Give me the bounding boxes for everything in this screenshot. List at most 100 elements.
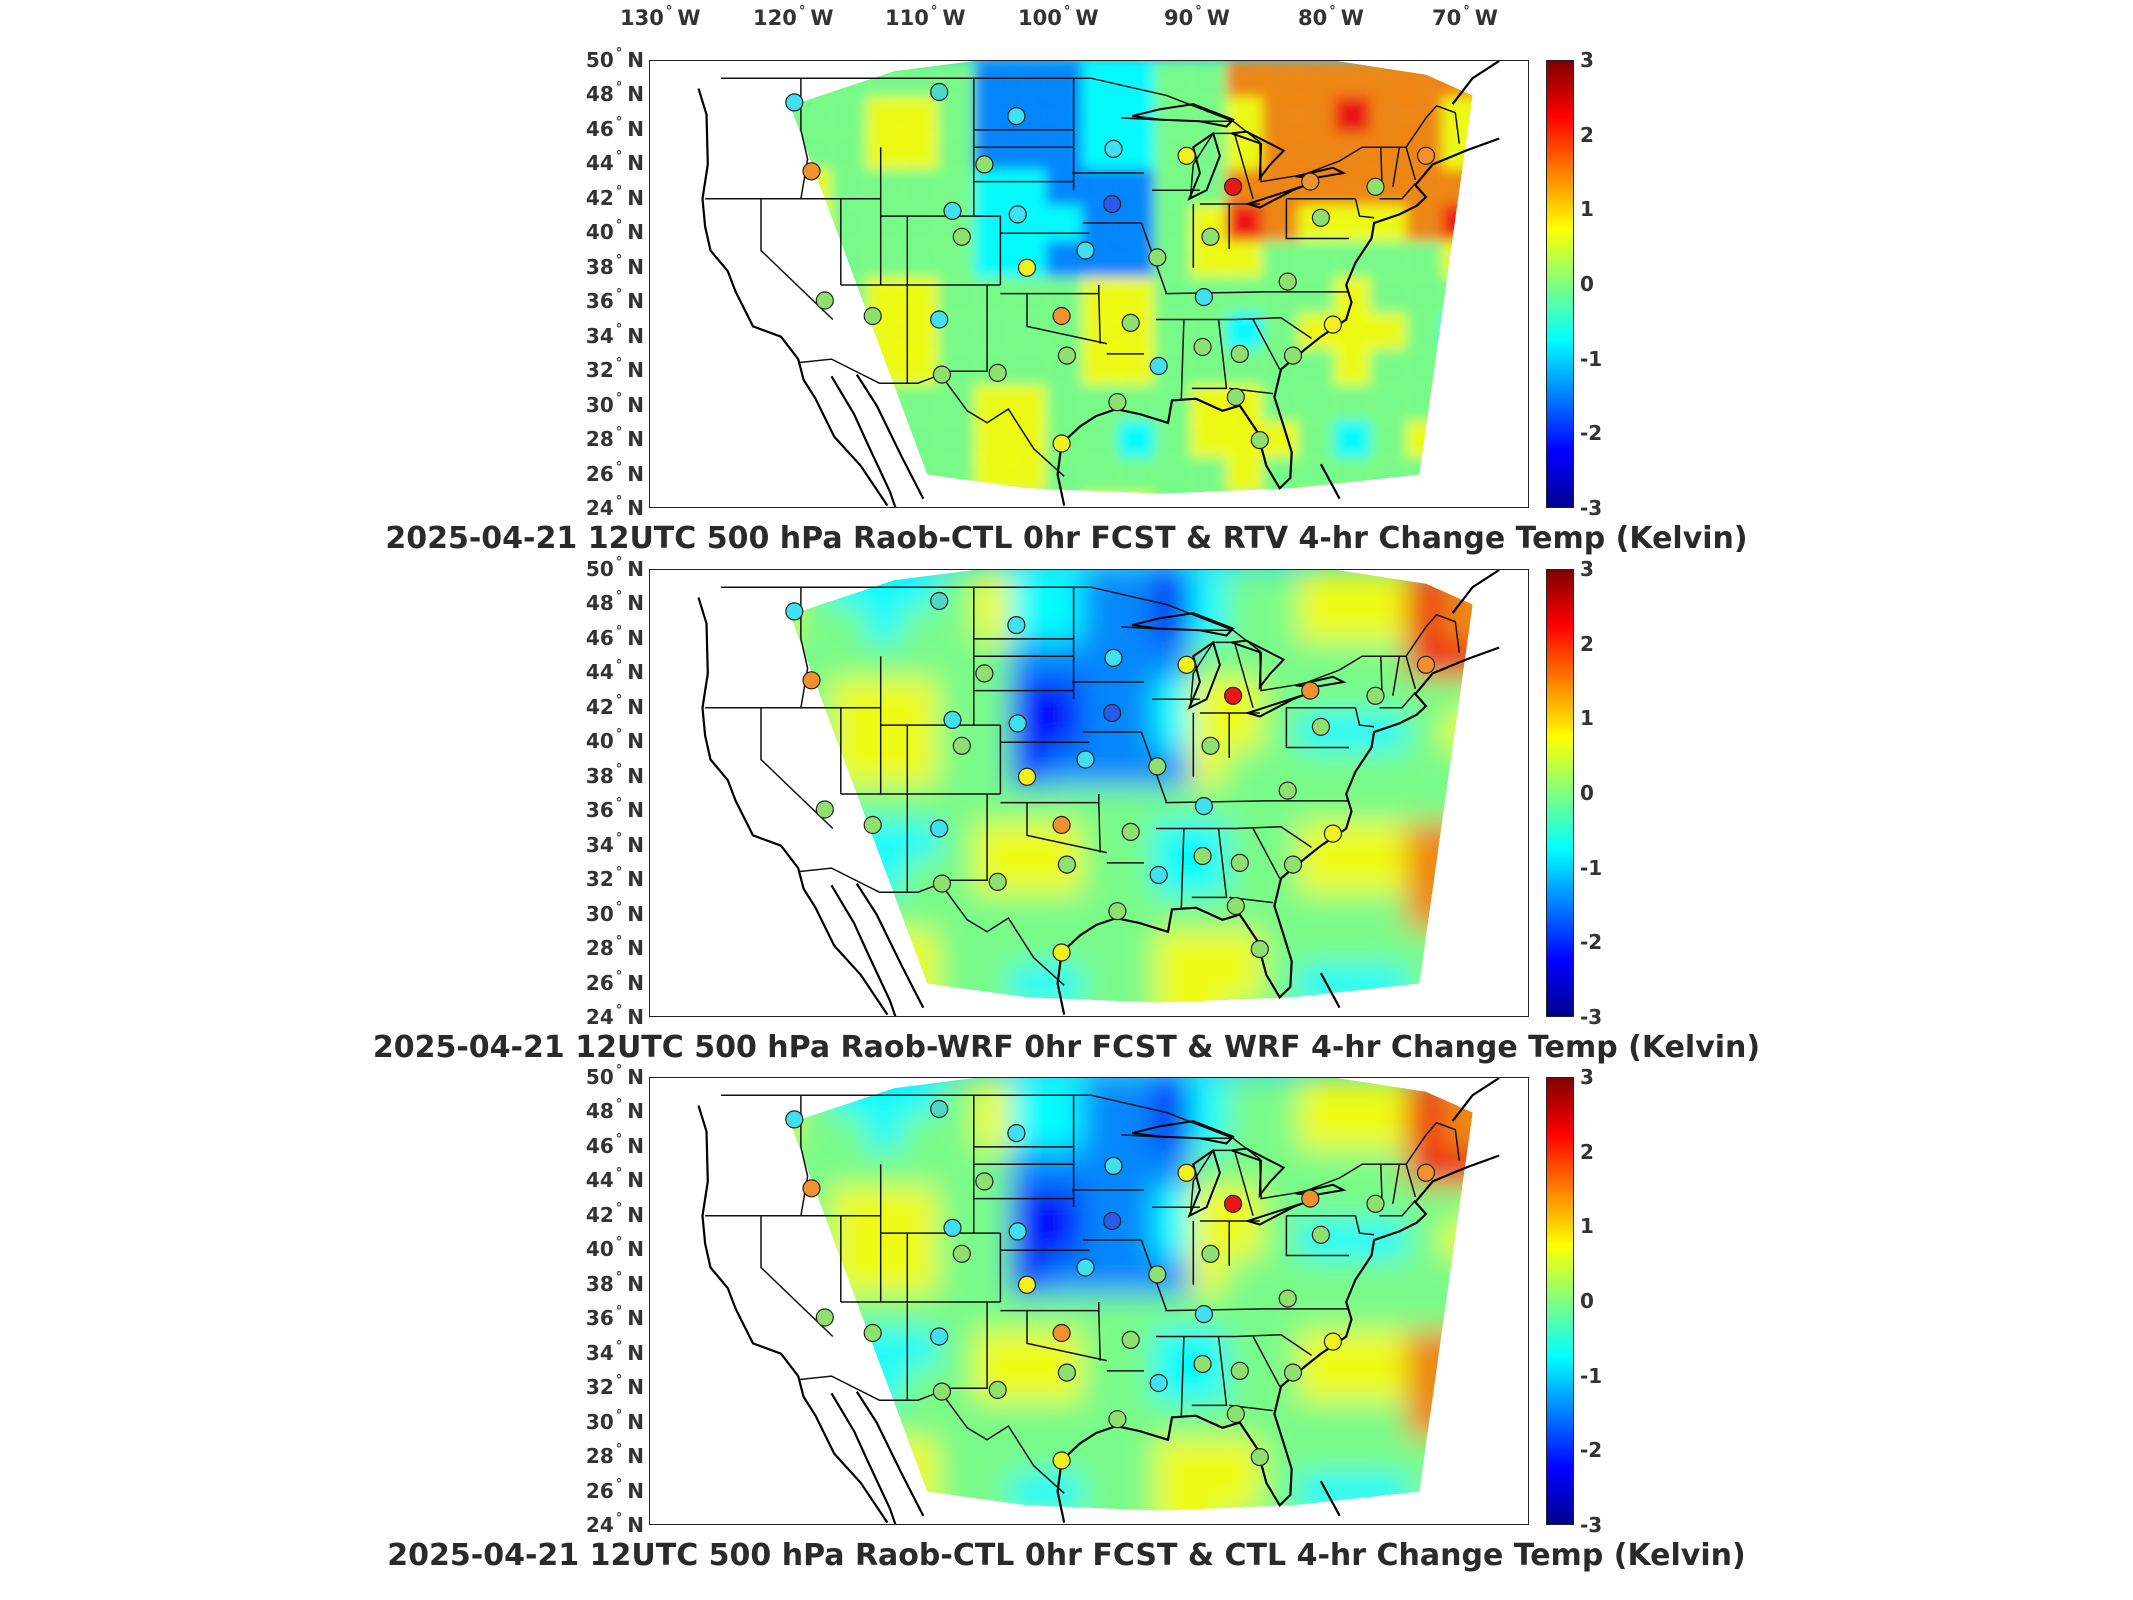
- lat-label: 50 ° N: [585, 46, 644, 72]
- colorbar-tick-label: 1: [1580, 197, 1594, 222]
- lat-label: 34 ° N: [585, 321, 644, 348]
- lat-hemisphere: N: [627, 323, 644, 348]
- lat-degrees: 24: [585, 496, 614, 520]
- lat-degrees: 32: [585, 1375, 614, 1400]
- lat-label: 38 ° N: [585, 252, 644, 279]
- lat-hemisphere: N: [627, 185, 644, 210]
- lat-hemisphere: N: [627, 48, 644, 72]
- lat-degrees: 30: [585, 1409, 614, 1434]
- lat-hemisphere: N: [627, 1306, 644, 1331]
- raob-station-marker: [1366, 686, 1385, 705]
- colorbar: [1546, 60, 1574, 508]
- colorbar-tick-label: -1: [1580, 346, 1603, 371]
- lat-label: 26 ° N: [585, 1476, 644, 1503]
- raob-station-marker: [1108, 393, 1127, 412]
- colorbar: [1546, 569, 1574, 1017]
- lat-label: 46 ° N: [585, 114, 644, 141]
- lat-degrees: 40: [585, 220, 614, 245]
- raob-station-marker: [1008, 1222, 1027, 1241]
- colorbar-tick-label: -3: [1580, 496, 1603, 520]
- raob-station-marker: [815, 800, 834, 819]
- raob-station-marker: [802, 671, 821, 690]
- lat-label: 36 ° N: [585, 796, 644, 823]
- colorbar-tick-label: 3: [1580, 557, 1594, 581]
- lat-label: 44 ° N: [585, 149, 644, 176]
- lat-degrees: 48: [585, 591, 614, 616]
- lat-hemisphere: N: [627, 1133, 644, 1158]
- raob-station-marker: [1311, 717, 1331, 736]
- raob-station-marker: [952, 1244, 971, 1263]
- raob-station-marker: [1366, 1194, 1385, 1213]
- lat-degrees: 26: [585, 1478, 614, 1503]
- lat-label: 38 ° N: [585, 761, 644, 788]
- raob-station-marker: [1052, 434, 1071, 453]
- raob-station-marker: [1008, 205, 1027, 224]
- raob-station-marker: [1076, 241, 1095, 260]
- map-caption: 2025-04-21 12UTC 500 hPa Raob-CTL 0hr FC…: [385, 521, 1748, 556]
- lat-degrees: 38: [585, 254, 614, 279]
- raob-station-marker: [1201, 227, 1220, 246]
- raob-station-marker: [1149, 356, 1168, 376]
- map-caption: 2025-04-21 12UTC 500 hPa Raob-CTL 0hr FC…: [387, 1538, 1746, 1573]
- lat-degrees: 44: [585, 660, 614, 685]
- raob-station-marker: [1278, 1289, 1297, 1308]
- colorbar-tick-label: -1: [1580, 855, 1603, 880]
- raob-station-marker: [1194, 797, 1214, 816]
- colorbar-tick-label: 2: [1580, 1139, 1594, 1164]
- raob-station-marker: [1052, 1451, 1071, 1470]
- lat-hemisphere: N: [627, 220, 644, 245]
- lat-hemisphere: N: [627, 1375, 644, 1400]
- lat-label: 40 ° N: [585, 1235, 644, 1262]
- lat-label: 26 ° N: [585, 459, 644, 486]
- raob-station-marker: [1250, 431, 1269, 450]
- lat-degrees: 38: [585, 763, 614, 788]
- lat-hemisphere: N: [627, 591, 644, 616]
- lat-hemisphere: N: [627, 1340, 644, 1365]
- raob-station-marker: [1193, 1354, 1212, 1374]
- lat-label: 24 ° N: [585, 494, 644, 520]
- lat-degrees: 36: [585, 798, 614, 823]
- lat-degrees: 48: [585, 1099, 614, 1124]
- raob-station-marker: [1416, 655, 1436, 674]
- raob-station-marker: [1052, 943, 1071, 962]
- raob-station-marker: [1148, 757, 1167, 776]
- raob-station-marker: [1108, 902, 1127, 921]
- lat-label: 26 ° N: [585, 968, 644, 995]
- lat-degrees: 36: [585, 289, 614, 314]
- lat-label: 30 ° N: [585, 390, 644, 417]
- raob-station-marker: [1194, 288, 1214, 307]
- raob-station-marker: [1104, 1156, 1123, 1176]
- raob-station-marker: [1007, 615, 1026, 635]
- colorbar-tick-label: -1: [1580, 1363, 1603, 1388]
- raob-station-marker: [1283, 855, 1303, 874]
- lat-label: 50 ° N: [585, 555, 644, 581]
- raob-station-marker: [932, 1382, 951, 1401]
- raob-station-marker: [815, 291, 834, 310]
- lat-degrees: 46: [585, 625, 614, 650]
- lat-degrees: 50: [585, 557, 614, 581]
- lat-hemisphere: N: [627, 1237, 644, 1262]
- raob-station-marker: [1201, 1244, 1220, 1263]
- lat-hemisphere: N: [627, 1099, 644, 1124]
- lat-hemisphere: N: [627, 1202, 644, 1227]
- lat-label: 40 ° N: [585, 218, 644, 245]
- colorbar-tick-label: 0: [1580, 781, 1594, 805]
- colorbar-tick-label: 2: [1580, 631, 1594, 656]
- coastlines: [697, 61, 1500, 507]
- lat-hemisphere: N: [627, 461, 644, 486]
- raob-station-marker: [1226, 387, 1245, 407]
- lat-label: 34 ° N: [585, 830, 644, 857]
- lon-label: 120 ° W: [753, 4, 834, 30]
- map-panel-rtv: 50 ° N 48 ° N 46 ° N 44 ° N 42 ° N 40 ° N 38 ° N 36 ° N 34 ° N 32 ° N…: [0, 46, 2133, 572]
- state-borders: [705, 77, 1461, 477]
- raob-station-marker: [1250, 940, 1269, 959]
- state-borders: [705, 1094, 1461, 1494]
- lat-hemisphere: N: [627, 427, 644, 452]
- lat-degrees: 30: [585, 901, 614, 926]
- raob-station-marker: [1278, 781, 1297, 800]
- colorbar-tick-label: 0: [1580, 272, 1594, 296]
- colorbar-tick-label: 2: [1580, 122, 1594, 147]
- raob-station-marker: [988, 872, 1007, 891]
- raob-station-marker: [1052, 1323, 1071, 1343]
- lat-label: 30 ° N: [585, 1407, 644, 1434]
